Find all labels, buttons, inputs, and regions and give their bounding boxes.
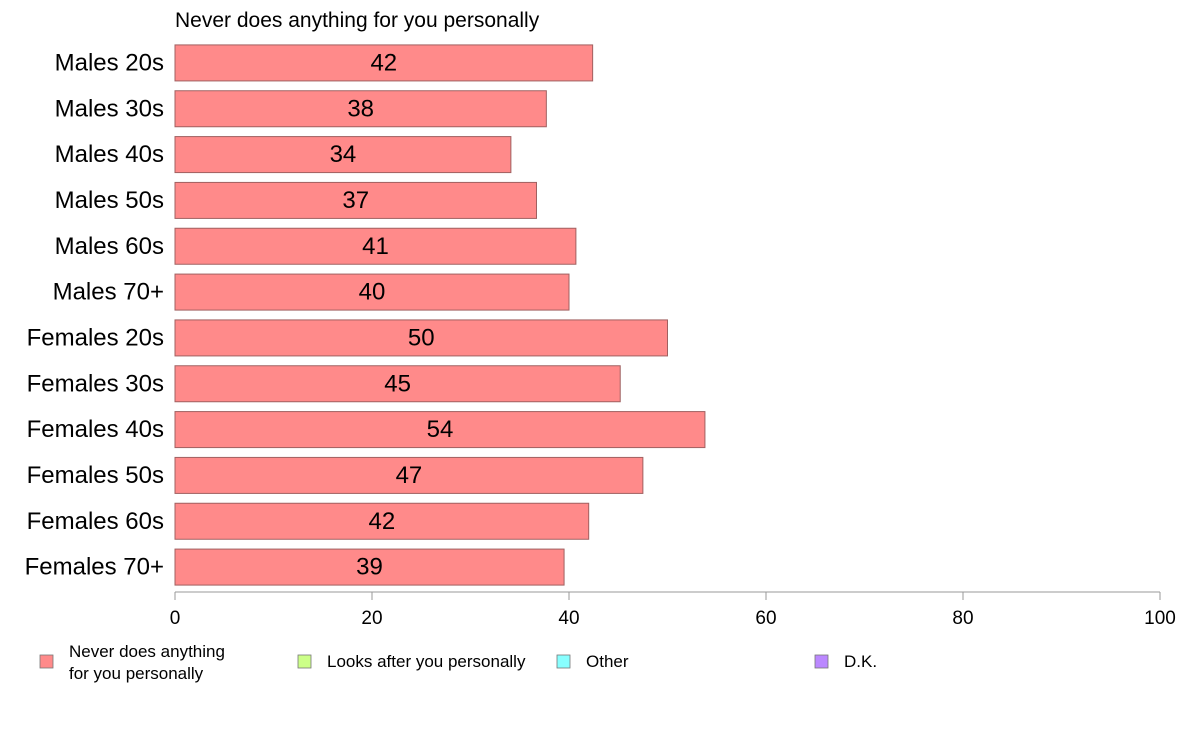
data-label: 47 bbox=[396, 462, 423, 489]
bar bbox=[174, 548, 565, 586]
data-label: 45 bbox=[384, 370, 411, 397]
data-label: 38 bbox=[347, 95, 374, 122]
category-label: Females 30s bbox=[27, 370, 164, 397]
bar bbox=[174, 181, 537, 219]
x-tick-label: 80 bbox=[952, 608, 973, 629]
category-label: Males 40s bbox=[55, 141, 164, 168]
data-label: 34 bbox=[330, 141, 357, 168]
data-label: 54 bbox=[427, 416, 454, 443]
bar bbox=[174, 319, 668, 357]
data-label: 41 bbox=[362, 233, 389, 260]
category-label: Females 50s bbox=[27, 462, 164, 489]
x-tick-label: 40 bbox=[558, 608, 579, 629]
x-axis: 0 20 40 60 80 100 bbox=[170, 591, 1176, 629]
category-label: Males 60s bbox=[55, 233, 164, 260]
bar bbox=[174, 273, 570, 311]
data-label: 39 bbox=[356, 554, 383, 581]
data-label: 42 bbox=[368, 508, 395, 535]
data-label: 37 bbox=[342, 187, 369, 214]
category-label: Males 30s bbox=[55, 95, 164, 122]
bar bbox=[174, 456, 644, 494]
category-label: Females 60s bbox=[27, 508, 164, 535]
x-tick-label: 20 bbox=[361, 608, 382, 629]
category-label: Males 20s bbox=[55, 49, 164, 76]
data-label: 40 bbox=[359, 279, 386, 306]
bar bbox=[174, 136, 512, 174]
category-label: Females 70+ bbox=[25, 554, 164, 581]
bar bbox=[174, 44, 594, 82]
data-label: 42 bbox=[370, 49, 397, 76]
x-tick-label: 60 bbox=[755, 608, 776, 629]
legend-swatch bbox=[814, 654, 829, 669]
bar bbox=[174, 411, 706, 449]
category-label: Females 40s bbox=[27, 416, 164, 443]
bar bbox=[174, 365, 621, 403]
data-label: 50 bbox=[408, 324, 435, 351]
bars-group: Males 20s 42 Males 30s 38 Males 40s 34 Males 5… bbox=[25, 44, 706, 586]
legend-swatch bbox=[556, 654, 571, 669]
legend-swatch bbox=[297, 654, 312, 669]
x-tick-label: 100 bbox=[1144, 608, 1176, 629]
legend-swatch bbox=[39, 654, 54, 669]
category-label: Males 50s bbox=[55, 187, 164, 214]
legend-label: Other bbox=[586, 652, 629, 671]
legend: Never does anything for you personally Loo… bbox=[39, 642, 877, 683]
legend-label: Looks after you personally bbox=[327, 652, 526, 671]
bar bbox=[174, 90, 547, 128]
legend-label: D.K. bbox=[844, 652, 877, 671]
bar bbox=[174, 227, 577, 265]
chart-title: Never does anything for you personally bbox=[175, 9, 540, 32]
category-label: Females 20s bbox=[27, 324, 164, 351]
category-label: Males 70+ bbox=[53, 279, 164, 306]
x-tick-label: 0 bbox=[170, 608, 181, 629]
legend-label: Never does anything for you personally bbox=[69, 642, 225, 683]
bar bbox=[174, 502, 590, 540]
